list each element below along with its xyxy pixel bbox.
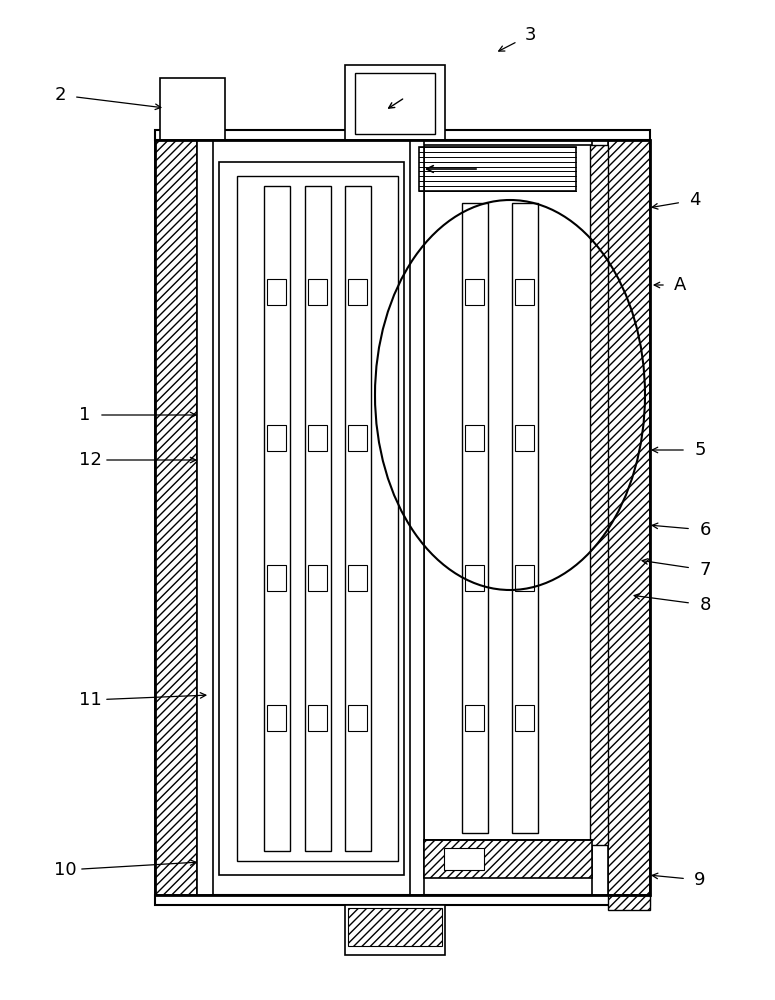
- Text: 6: 6: [699, 521, 711, 539]
- Bar: [267, 425, 286, 451]
- Bar: [305, 186, 330, 851]
- Text: 12: 12: [78, 451, 102, 469]
- Text: 11: 11: [78, 691, 102, 709]
- Text: 7: 7: [699, 561, 711, 579]
- Text: 5: 5: [694, 441, 706, 459]
- Bar: [410, 140, 424, 895]
- Bar: [465, 425, 484, 451]
- Text: A: A: [673, 276, 686, 294]
- Bar: [348, 425, 367, 451]
- Bar: [237, 176, 398, 861]
- Bar: [590, 145, 608, 845]
- Bar: [444, 848, 484, 870]
- Bar: [219, 162, 404, 875]
- Bar: [197, 140, 213, 895]
- Bar: [345, 905, 445, 955]
- Text: 4: 4: [689, 191, 701, 209]
- Bar: [465, 705, 484, 731]
- Text: 10: 10: [53, 861, 76, 879]
- Bar: [267, 565, 286, 591]
- Bar: [515, 705, 534, 731]
- Bar: [308, 425, 326, 451]
- Bar: [308, 565, 326, 591]
- Bar: [462, 203, 487, 833]
- Bar: [424, 840, 592, 878]
- Bar: [355, 73, 435, 134]
- Bar: [608, 895, 650, 910]
- Text: 3: 3: [524, 26, 536, 44]
- Bar: [155, 895, 650, 905]
- Bar: [348, 279, 367, 305]
- Bar: [345, 186, 370, 851]
- Bar: [348, 705, 367, 731]
- Bar: [424, 145, 592, 840]
- Bar: [308, 705, 326, 731]
- Bar: [155, 130, 650, 140]
- Bar: [592, 140, 608, 895]
- Text: 8: 8: [699, 596, 711, 614]
- Bar: [348, 908, 442, 946]
- Bar: [308, 279, 326, 305]
- Bar: [264, 186, 291, 851]
- Bar: [155, 140, 197, 895]
- Bar: [515, 279, 534, 305]
- Text: 1: 1: [79, 406, 91, 424]
- Bar: [267, 279, 286, 305]
- Bar: [515, 425, 534, 451]
- Text: 2: 2: [54, 86, 66, 104]
- Bar: [515, 565, 534, 591]
- Bar: [160, 78, 225, 140]
- Bar: [345, 65, 445, 140]
- Bar: [155, 140, 650, 895]
- Bar: [348, 565, 367, 591]
- Bar: [608, 140, 650, 895]
- Bar: [465, 565, 484, 591]
- Bar: [512, 203, 539, 833]
- Text: 9: 9: [694, 871, 706, 889]
- Bar: [465, 279, 484, 305]
- Bar: [419, 147, 576, 191]
- Bar: [267, 705, 286, 731]
